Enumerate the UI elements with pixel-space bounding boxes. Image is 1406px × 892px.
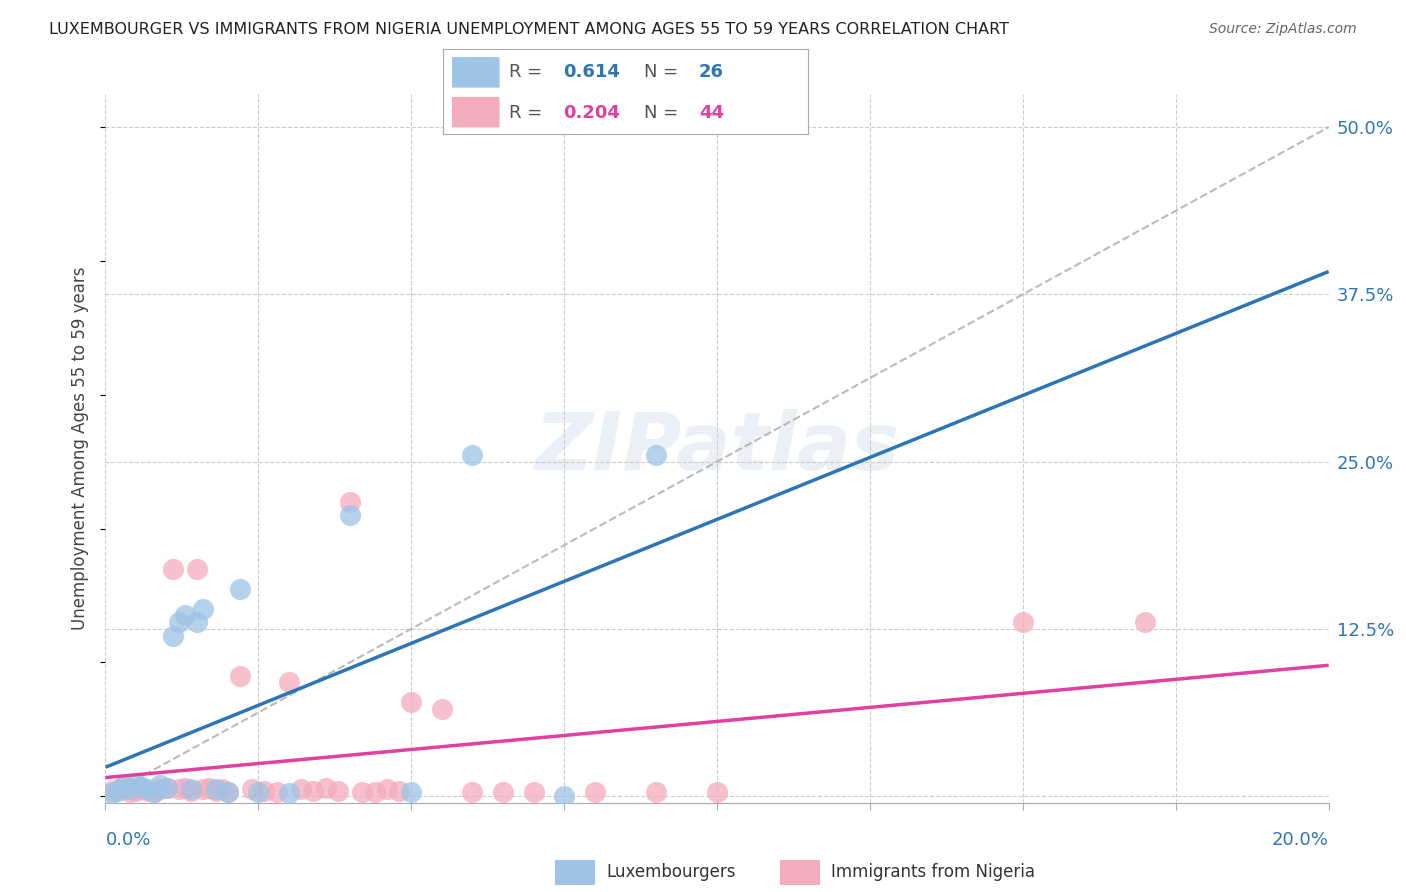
Text: ZIPatlas: ZIPatlas [534, 409, 900, 487]
Point [112, 778, 135, 793]
Point [1133, 615, 1156, 630]
Text: Source: ZipAtlas.com: Source: ZipAtlas.com [1209, 22, 1357, 37]
Point [193, 782, 215, 797]
Point [553, 789, 575, 803]
Point [167, 615, 190, 630]
Point [401, 785, 423, 799]
Text: N =: N = [644, 63, 683, 81]
Point [363, 785, 385, 799]
Point [155, 781, 177, 796]
Text: Immigrants from Nigeria: Immigrants from Nigeria [831, 863, 1035, 881]
Point [204, 782, 226, 797]
Point [706, 785, 728, 799]
Point [461, 448, 484, 462]
Point [315, 781, 337, 796]
Text: R =: R = [509, 103, 548, 121]
Point [492, 785, 515, 799]
Point [326, 784, 349, 797]
Point [217, 785, 239, 799]
Point [131, 780, 153, 794]
Point [112, 781, 135, 796]
Point [143, 785, 166, 799]
Point [118, 782, 141, 797]
Point [100, 784, 122, 797]
Point [583, 785, 606, 799]
Point [193, 602, 215, 616]
Text: N =: N = [644, 103, 683, 121]
Point [644, 785, 666, 799]
Point [204, 784, 226, 797]
Text: 20.0%: 20.0% [1272, 831, 1329, 849]
Text: 0.0%: 0.0% [105, 831, 150, 849]
Point [253, 784, 276, 797]
Point [136, 784, 159, 797]
Point [217, 785, 239, 799]
Point [247, 785, 270, 799]
Point [278, 675, 301, 690]
Point [174, 608, 197, 623]
Point [136, 782, 159, 797]
Point [186, 562, 208, 576]
Text: R =: R = [509, 63, 548, 81]
Point [430, 702, 453, 716]
Point [186, 615, 208, 630]
Point [229, 669, 252, 683]
Point [125, 784, 148, 797]
Point [240, 782, 263, 797]
Point [352, 785, 374, 799]
Point [100, 787, 122, 801]
Point [198, 781, 221, 796]
Point [1011, 615, 1033, 630]
Text: 26: 26 [699, 63, 724, 81]
Point [167, 782, 190, 797]
Point [118, 785, 141, 799]
Point [339, 495, 361, 509]
Point [180, 784, 202, 797]
Text: LUXEMBOURGER VS IMMIGRANTS FROM NIGERIA UNEMPLOYMENT AMONG AGES 55 TO 59 YEARS C: LUXEMBOURGER VS IMMIGRANTS FROM NIGERIA … [49, 22, 1010, 37]
Point [290, 782, 312, 797]
Text: 44: 44 [699, 103, 724, 121]
Point [644, 448, 666, 462]
Text: 0.614: 0.614 [564, 63, 620, 81]
Point [523, 785, 546, 799]
Point [149, 778, 172, 793]
Point [211, 782, 233, 797]
FancyBboxPatch shape [453, 97, 499, 128]
Point [388, 784, 411, 797]
Point [180, 782, 202, 797]
Point [401, 696, 423, 710]
Point [174, 781, 197, 796]
Text: 0.204: 0.204 [564, 103, 620, 121]
Point [107, 782, 129, 797]
Point [461, 785, 484, 799]
Point [125, 775, 148, 790]
Point [162, 562, 184, 576]
Point [162, 629, 184, 643]
Point [131, 782, 153, 797]
Point [278, 787, 301, 801]
Point [375, 782, 398, 797]
Point [229, 582, 252, 596]
FancyBboxPatch shape [453, 57, 499, 87]
Point [339, 508, 361, 523]
Point [143, 785, 166, 799]
Point [155, 781, 177, 796]
Point [107, 784, 129, 797]
Point [266, 785, 288, 799]
Text: Luxembourgers: Luxembourgers [606, 863, 735, 881]
Point [302, 784, 325, 797]
Y-axis label: Unemployment Among Ages 55 to 59 years: Unemployment Among Ages 55 to 59 years [72, 267, 90, 630]
Point [149, 782, 172, 797]
